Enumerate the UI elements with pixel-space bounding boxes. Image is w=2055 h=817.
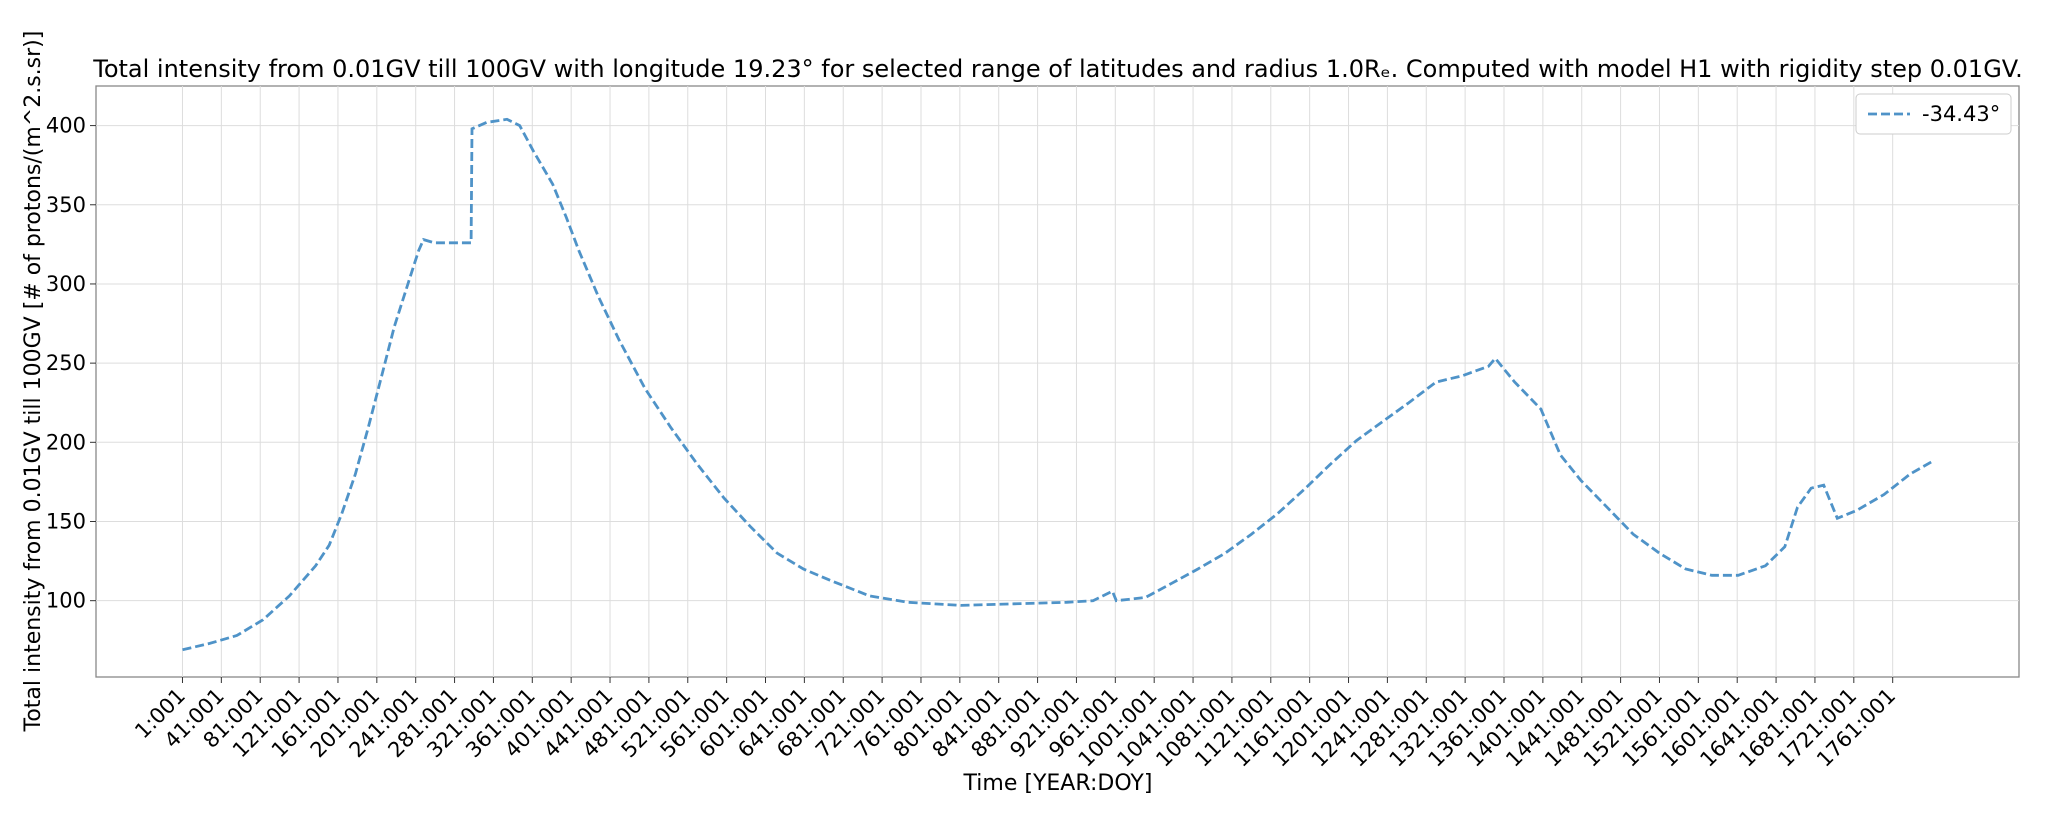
y-tick-label: 400	[46, 114, 86, 138]
chart-title: Total intensity from 0.01GV till 100GV w…	[92, 55, 2023, 83]
y-axis-label: Total intensity from 0.01GV till 100GV […	[21, 31, 46, 733]
y-tick-label: 250	[46, 351, 86, 375]
plot-area	[95, 85, 2020, 678]
legend-label: -34.43°	[1922, 102, 2000, 126]
y-tick-label: 150	[46, 509, 86, 533]
data-line	[182, 117, 1934, 652]
y-tick-label: 350	[46, 193, 86, 217]
legend-box	[1855, 93, 2012, 135]
y-tick-label: 200	[46, 430, 86, 454]
x-axis-label: Time [YEAR:DOY]	[963, 771, 1153, 796]
y-tick-label: 100	[46, 589, 86, 613]
y-tick-label: 300	[46, 272, 86, 296]
